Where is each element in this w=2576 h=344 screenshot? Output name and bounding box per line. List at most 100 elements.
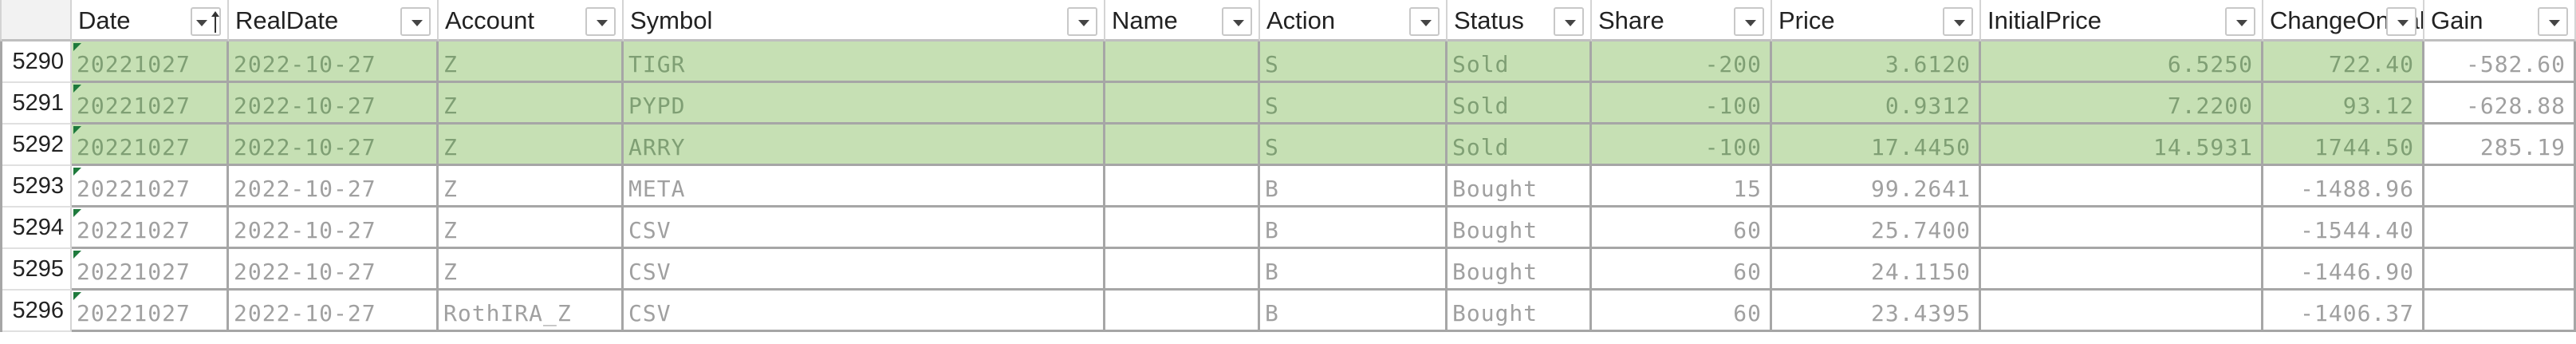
filter-dropdown-button[interactable] bbox=[400, 7, 431, 36]
cell-boughtd[interactable]: 20221017 bbox=[0, 125, 2, 166]
cell-share[interactable]: 15 bbox=[1592, 166, 1772, 208]
cell-account[interactable]: Z bbox=[439, 125, 624, 166]
cell-account[interactable]: RothIRA_Z bbox=[439, 291, 624, 332]
cell-realdate[interactable]: 2022-10-27 bbox=[229, 166, 439, 208]
cell-symbol[interactable]: CSV bbox=[624, 291, 1105, 332]
cell-date[interactable]: 20221027 bbox=[72, 125, 229, 166]
filter-dropdown-button[interactable] bbox=[2225, 7, 2255, 36]
filter-dropdown-button[interactable] bbox=[2538, 7, 2568, 36]
row-number[interactable]: 5290 bbox=[0, 42, 72, 83]
cell-share[interactable]: 60 bbox=[1592, 208, 1772, 249]
cell-account[interactable]: Z bbox=[439, 42, 624, 83]
cell-status[interactable]: Sold bbox=[1448, 42, 1592, 83]
cell-status[interactable]: Sold bbox=[1448, 83, 1592, 125]
row-number[interactable]: 5294 bbox=[0, 208, 72, 249]
row-number[interactable]: 5293 bbox=[0, 166, 72, 208]
filter-dropdown-button[interactable] bbox=[0, 7, 2, 36]
column-header-changeonbalance[interactable]: ChangeOnBalance bbox=[2263, 0, 2424, 42]
cell-gain[interactable] bbox=[2424, 249, 2576, 291]
cell-share[interactable]: 60 bbox=[1592, 291, 1772, 332]
cell-name[interactable] bbox=[1105, 249, 1260, 291]
cell-price[interactable]: 24.1150 bbox=[1772, 249, 1981, 291]
cell-boughtd[interactable] bbox=[0, 208, 2, 249]
cell-status[interactable]: Bought bbox=[1448, 291, 1592, 332]
cell-action[interactable]: B bbox=[1260, 291, 1448, 332]
filter-dropdown-button[interactable] bbox=[191, 7, 221, 36]
column-header-gain[interactable]: Gain bbox=[2424, 0, 2576, 42]
column-header-status[interactable]: Status bbox=[1448, 0, 1592, 42]
cell-share[interactable]: -200 bbox=[1592, 42, 1772, 83]
filter-dropdown-button[interactable] bbox=[1554, 7, 1584, 36]
cell-date[interactable]: 20221027 bbox=[72, 166, 229, 208]
cell-name[interactable] bbox=[1105, 166, 1260, 208]
cell-changeonbalance[interactable]: 722.40 bbox=[2263, 42, 2424, 83]
cell-symbol[interactable]: CSV bbox=[624, 208, 1105, 249]
cell-date[interactable]: 20221027 bbox=[72, 42, 229, 83]
column-header-account[interactable]: Account bbox=[439, 0, 624, 42]
cell-price[interactable]: 3.6120 bbox=[1772, 42, 1981, 83]
cell-changeonbalance[interactable]: -1446.90 bbox=[2263, 249, 2424, 291]
cell-price[interactable]: 17.4450 bbox=[1772, 125, 1981, 166]
cell-symbol[interactable]: META bbox=[624, 166, 1105, 208]
cell-gain[interactable] bbox=[2424, 208, 2576, 249]
cell-initialprice[interactable] bbox=[1981, 166, 2263, 208]
cell-boughtd[interactable] bbox=[0, 249, 2, 291]
select-all-corner[interactable] bbox=[0, 0, 72, 42]
cell-name[interactable] bbox=[1105, 83, 1260, 125]
cell-boughtd[interactable]: 20211027 bbox=[0, 83, 2, 125]
cell-name[interactable] bbox=[1105, 291, 1260, 332]
cell-action[interactable]: S bbox=[1260, 83, 1448, 125]
cell-gain[interactable]: -582.60 bbox=[2424, 42, 2576, 83]
cell-initialprice[interactable] bbox=[1981, 208, 2263, 249]
cell-realdate[interactable]: 2022-10-27 bbox=[229, 249, 439, 291]
cell-symbol[interactable]: ARRY bbox=[624, 125, 1105, 166]
cell-action[interactable]: B bbox=[1260, 249, 1448, 291]
cell-account[interactable]: Z bbox=[439, 83, 624, 125]
cell-account[interactable]: Z bbox=[439, 249, 624, 291]
column-header-initialprice[interactable]: InitialPrice bbox=[1981, 0, 2263, 42]
cell-initialprice[interactable]: 6.5250 bbox=[1981, 42, 2263, 83]
filter-dropdown-button[interactable] bbox=[1409, 7, 1440, 36]
cell-changeonbalance[interactable]: 93.12 bbox=[2263, 83, 2424, 125]
cell-date[interactable]: 20221027 bbox=[72, 208, 229, 249]
row-number[interactable]: 5296 bbox=[0, 291, 72, 332]
cell-action[interactable]: S bbox=[1260, 125, 1448, 166]
cell-realdate[interactable]: 2022-10-27 bbox=[229, 208, 439, 249]
cell-initialprice[interactable] bbox=[1981, 291, 2263, 332]
cell-name[interactable] bbox=[1105, 208, 1260, 249]
cell-realdate[interactable]: 2022-10-27 bbox=[229, 42, 439, 83]
cell-status[interactable]: Bought bbox=[1448, 249, 1592, 291]
cell-account[interactable]: Z bbox=[439, 208, 624, 249]
cell-account[interactable]: Z bbox=[439, 166, 624, 208]
column-header-symbol[interactable]: Symbol bbox=[624, 0, 1105, 42]
filter-dropdown-button[interactable] bbox=[2386, 7, 2416, 36]
cell-price[interactable]: 25.7400 bbox=[1772, 208, 1981, 249]
column-header-boughtd[interactable]: BoughtD bbox=[0, 0, 2, 42]
cell-initialprice[interactable]: 14.5931 bbox=[1981, 125, 2263, 166]
filter-dropdown-button[interactable] bbox=[1067, 7, 1097, 36]
cell-action[interactable]: B bbox=[1260, 208, 1448, 249]
cell-changeonbalance[interactable]: -1488.96 bbox=[2263, 166, 2424, 208]
cell-initialprice[interactable] bbox=[1981, 249, 2263, 291]
cell-price[interactable]: 0.9312 bbox=[1772, 83, 1981, 125]
column-header-share[interactable]: Share bbox=[1592, 0, 1772, 42]
cell-symbol[interactable]: TIGR bbox=[624, 42, 1105, 83]
cell-gain[interactable]: -628.88 bbox=[2424, 83, 2576, 125]
cell-date[interactable]: 20221027 bbox=[72, 291, 229, 332]
cell-date[interactable]: 20221027 bbox=[72, 249, 229, 291]
cell-changeonbalance[interactable]: 1744.50 bbox=[2263, 125, 2424, 166]
filter-dropdown-button[interactable] bbox=[1943, 7, 1973, 36]
cell-realdate[interactable]: 2022-10-27 bbox=[229, 125, 439, 166]
row-number[interactable]: 5292 bbox=[0, 125, 72, 166]
cell-date[interactable]: 20221027 bbox=[72, 83, 229, 125]
cell-changeonbalance[interactable]: -1544.40 bbox=[2263, 208, 2424, 249]
row-number[interactable]: 5291 bbox=[0, 83, 72, 125]
cell-gain[interactable] bbox=[2424, 291, 2576, 332]
cell-symbol[interactable]: CSV bbox=[624, 249, 1105, 291]
filter-dropdown-button[interactable] bbox=[1222, 7, 1252, 36]
row-number[interactable]: 5295 bbox=[0, 249, 72, 291]
cell-status[interactable]: Bought bbox=[1448, 166, 1592, 208]
cell-share[interactable]: -100 bbox=[1592, 83, 1772, 125]
cell-gain[interactable] bbox=[2424, 166, 2576, 208]
column-header-price[interactable]: Price bbox=[1772, 0, 1981, 42]
